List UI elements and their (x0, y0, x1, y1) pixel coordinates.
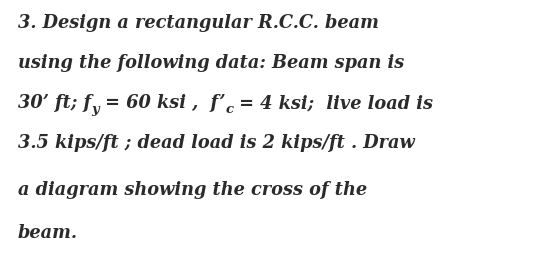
Text: y: y (91, 103, 99, 116)
Text: beam.: beam. (18, 224, 78, 242)
Text: = 4 ksi;  live load is: = 4 ksi; live load is (233, 94, 434, 112)
Text: a diagram showing the cross of the: a diagram showing the cross of the (18, 181, 367, 199)
Text: 30’ ft; f: 30’ ft; f (18, 94, 91, 112)
Text: using the following data: Beam span is: using the following data: Beam span is (18, 54, 404, 72)
Text: c: c (225, 103, 233, 116)
Text: 3.5 kips/ft ; dead load is 2 kips/ft . Draw: 3.5 kips/ft ; dead load is 2 kips/ft . D… (18, 134, 415, 152)
Text: = 60 ksi ,  f’: = 60 ksi , f’ (99, 94, 225, 112)
Text: 3. Design a rectangular R.C.C. beam: 3. Design a rectangular R.C.C. beam (18, 14, 379, 32)
